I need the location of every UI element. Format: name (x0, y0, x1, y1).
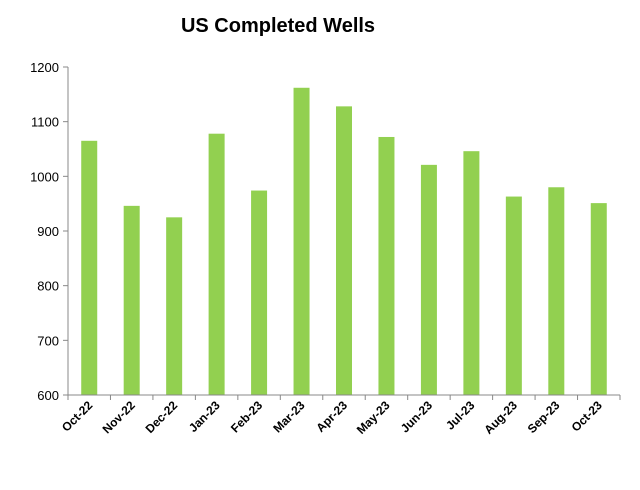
x-tick-label: Mar-23 (270, 398, 307, 435)
x-tick-label: Jan-23 (186, 398, 223, 435)
x-tick-label: Nov-22 (100, 398, 138, 436)
y-tick-label: 800 (37, 279, 59, 294)
x-tick-label: Feb-23 (228, 398, 265, 435)
bar (208, 133, 225, 395)
y-tick-label: 1200 (30, 60, 59, 75)
x-tick-label: Oct-23 (569, 398, 606, 435)
x-tick-label: Oct-22 (59, 398, 96, 435)
chart-title: US Completed Wells (181, 15, 375, 37)
x-tick-label: May-23 (354, 398, 393, 437)
bars (81, 87, 607, 396)
bar (251, 190, 268, 395)
y-tick-label: 600 (37, 388, 59, 403)
bar (166, 217, 183, 395)
bar (378, 136, 395, 395)
bar (81, 140, 98, 395)
bar (336, 106, 352, 396)
y-tick-label: 1100 (31, 115, 59, 130)
x-tick-label: Aug-23 (481, 398, 520, 437)
x-axis: Oct-22 Nov-22 Dec-22 Jan-23 Feb-23 Mar-23 Apr-… (59, 394, 621, 437)
x-tick-label: Jun-23 (398, 398, 435, 435)
bar (420, 164, 437, 395)
bar (293, 87, 310, 396)
y-tick-label: 700 (37, 333, 59, 348)
y-tick-label: 1000 (30, 169, 59, 184)
bar (463, 151, 480, 395)
bar (123, 205, 140, 395)
bar (548, 187, 565, 395)
y-tick-label: 900 (37, 224, 59, 239)
x-tick-label: Sep-23 (525, 398, 563, 436)
bar (505, 196, 522, 395)
y-axis: 600 700 800 900 1000 1100 1200 (30, 60, 69, 403)
x-tick-label: Dec-22 (143, 398, 181, 436)
x-tick-label: Jul-23 (443, 398, 478, 433)
x-tick-label: Apr-23 (313, 398, 350, 435)
bar (590, 203, 607, 395)
